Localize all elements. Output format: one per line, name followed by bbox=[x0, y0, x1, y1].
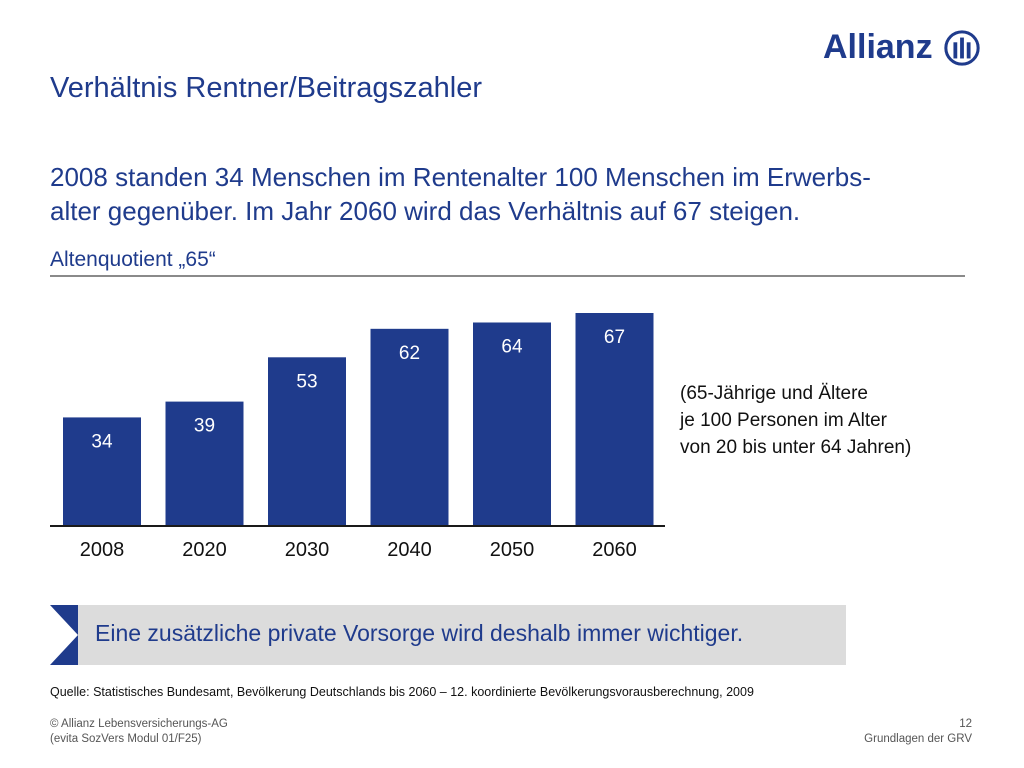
footer-module: (evita SozVers Modul 01/F25) bbox=[50, 733, 202, 745]
data-label-2030: 53 bbox=[296, 371, 317, 392]
bar-2040 bbox=[370, 328, 449, 525]
bar-2008 bbox=[63, 417, 141, 525]
banner-text: Eine zusätzliche private Vorsorge wird d… bbox=[95, 620, 744, 646]
bar-2060 bbox=[575, 313, 654, 525]
data-label-2050: 64 bbox=[501, 336, 523, 357]
allianz-logo: Allianz bbox=[823, 28, 981, 67]
data-label-2060: 67 bbox=[604, 327, 625, 348]
chart-note: (65-Jährige und Ältere je 100 Personen i… bbox=[680, 380, 911, 461]
footer-section: Grundlagen der GRV bbox=[864, 733, 972, 745]
x-tick-label-2060: 2060 bbox=[592, 539, 637, 561]
subtitle-line-1: 2008 standen 34 Menschen im Rentenalter … bbox=[50, 162, 871, 192]
x-tick-label-2020: 2020 bbox=[182, 539, 227, 561]
data-label-2008: 34 bbox=[91, 431, 113, 452]
bar-2050 bbox=[473, 322, 551, 525]
footer-right: 12 Grundlagen der GRV bbox=[864, 717, 972, 747]
source-note: Quelle: Statistisches Bundesamt, Bevölke… bbox=[50, 685, 754, 699]
chevron-right-icon bbox=[50, 605, 78, 665]
x-tick-label-2040: 2040 bbox=[387, 539, 432, 561]
data-label-2040: 62 bbox=[399, 343, 420, 364]
note-line-2: je 100 Personen im Alter bbox=[680, 410, 888, 431]
footer-left: © Allianz Lebensversicherungs-AG (evita … bbox=[50, 717, 228, 747]
bar-2030 bbox=[268, 357, 346, 525]
chart-heading: Altenquotient „65“ bbox=[50, 248, 216, 271]
allianz-logo-icon bbox=[943, 29, 980, 66]
footer-copyright: © Allianz Lebensversicherungs-AG bbox=[50, 718, 228, 730]
note-line-3: von 20 bis unter 64 Jahren) bbox=[680, 437, 912, 458]
x-tick-label-2030: 2030 bbox=[285, 539, 330, 561]
logo-text: Allianz bbox=[823, 28, 933, 66]
conclusion-banner: Eine zusätzliche private Vorsorge wird d… bbox=[50, 605, 846, 665]
subtitle-line-2: alter gegenüber. Im Jahr 2060 wird das V… bbox=[50, 196, 801, 226]
page-number: 12 bbox=[959, 718, 972, 730]
note-line-1: (65-Jährige und Ältere bbox=[680, 383, 868, 404]
data-label-2020: 39 bbox=[194, 416, 215, 437]
subtitle: 2008 standen 34 Menschen im Rentenalter … bbox=[50, 160, 970, 228]
x-tick-label-2050: 2050 bbox=[490, 539, 535, 561]
x-tick-label-2008: 2008 bbox=[80, 539, 125, 561]
page-title: Verhältnis Rentner/Beitragszahler bbox=[50, 72, 483, 104]
heading-divider bbox=[50, 275, 965, 277]
bar-2020 bbox=[165, 401, 244, 525]
